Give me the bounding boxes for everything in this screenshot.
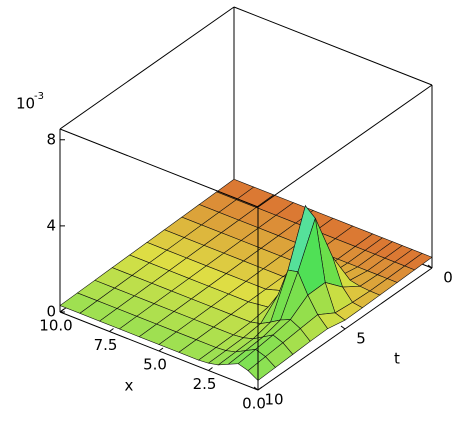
- t-tick: [427, 264, 433, 269]
- x-tick-label: 0.0: [242, 395, 266, 413]
- z-tick-label: 4: [46, 216, 56, 234]
- x-tick: [158, 347, 164, 352]
- t-tick-label: 10: [264, 391, 283, 409]
- box-edge: [59, 6, 235, 130]
- z-multiplier-base: 10: [16, 95, 35, 113]
- z-multiplier-exponent: -3: [34, 91, 44, 102]
- z-tick-label: 8: [46, 130, 56, 148]
- t-tick-label: 5: [356, 330, 366, 348]
- x-tick: [208, 367, 213, 371]
- x-tick: [109, 328, 114, 332]
- x-tick-label: 10.0: [39, 317, 72, 335]
- t-axis-title: t: [394, 350, 400, 368]
- z-tick-label: 0: [46, 303, 56, 321]
- box-edge: [59, 128, 259, 208]
- box-edge: [233, 6, 433, 86]
- x-axis-title: x: [125, 377, 134, 395]
- box-edge: [257, 84, 433, 208]
- x-tick-label: 5.0: [143, 356, 167, 374]
- x-tick-label: 2.5: [193, 375, 217, 393]
- t-tick: [340, 325, 346, 330]
- surface-patch: [247, 356, 276, 381]
- x-tick-label: 7.5: [94, 336, 118, 354]
- x-tick: [257, 386, 263, 391]
- x-tick: [59, 308, 65, 313]
- t-tick-label: 0: [443, 269, 453, 287]
- t-tick: [253, 386, 259, 391]
